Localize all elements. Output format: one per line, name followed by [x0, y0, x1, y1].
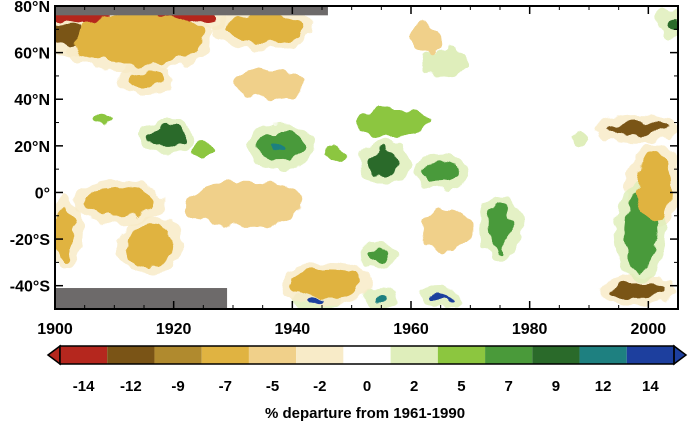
colorbar-label: -12	[120, 378, 142, 395]
anomaly-patch	[233, 71, 305, 100]
x-tick-label: 1980	[512, 321, 548, 338]
y-tick-label: 40°N	[14, 92, 50, 109]
colorbar-swatch	[343, 346, 391, 364]
x-tick-label: 1900	[37, 321, 73, 338]
x-tick-label: 1960	[393, 321, 429, 338]
colorbar-title: % departure from 1961-1990	[265, 405, 465, 422]
colorbar-swatch	[485, 346, 533, 364]
y-axis: 80°N 60°N 40°N 20°N 0° -20°S -40°S	[10, 0, 678, 296]
anomaly-patch	[357, 108, 429, 137]
anomaly-patch	[84, 187, 156, 216]
colorbar-label: -14	[73, 378, 95, 395]
colorbar-frame	[59, 345, 675, 365]
missing-region-arctic-early	[55, 6, 328, 16]
anomaly-patch	[185, 180, 305, 228]
anomaly-patch	[191, 143, 216, 158]
colorbar-label: -2	[313, 378, 326, 395]
missing-region-southern-early	[55, 288, 228, 309]
anomaly-patch	[422, 47, 471, 76]
anomaly-patch	[369, 148, 400, 177]
x-tick-label: 2000	[631, 321, 667, 338]
colorbar-label: 2	[410, 378, 418, 395]
plot-frame	[54, 5, 679, 310]
colorbar-label: 0	[363, 378, 371, 395]
anomaly-patch	[304, 297, 328, 305]
colorbar-label: 14	[642, 378, 659, 395]
anomaly-patch	[422, 162, 459, 181]
colorbar-label: 7	[505, 378, 513, 395]
anomaly-patch	[292, 269, 364, 298]
colorbar-label: -9	[171, 378, 184, 395]
anomaly-patch	[369, 248, 388, 263]
x-tick-label: 1920	[156, 321, 192, 338]
colorbar-swatch	[296, 346, 344, 364]
anomaly-patch	[606, 122, 667, 135]
anomaly-patch	[72, 12, 204, 65]
colorbar-swatch	[201, 346, 249, 364]
colorbar-swatch	[437, 346, 486, 364]
colorbar-label: 12	[595, 378, 612, 395]
anomaly-patch	[488, 204, 512, 251]
x-tick-label: 1940	[275, 321, 311, 338]
colorbar-label: -5	[266, 378, 279, 395]
colorbar-swatch	[248, 346, 297, 364]
anomaly-patch	[606, 283, 667, 298]
anomaly-patch	[571, 131, 589, 146]
anomaly-patch	[126, 225, 174, 268]
anomaly-patch	[55, 204, 73, 263]
anomaly-patch	[221, 15, 305, 41]
anomaly-patch	[411, 24, 441, 53]
anomaly-patch	[149, 127, 186, 146]
colorbar-swatch	[154, 346, 202, 364]
colorbar: -14 -12 -9 -7 -5 -2 0 2 5 7 9 12 14	[46, 344, 688, 395]
anomaly-patch	[428, 295, 453, 303]
anomaly-patch	[666, 17, 678, 30]
y-tick-label: 0°	[35, 185, 50, 202]
colorbar-label: 5	[457, 378, 465, 395]
anomaly-patch	[90, 113, 115, 125]
colorbar-swatch	[532, 346, 580, 364]
colorbar-arrow-left	[46, 344, 61, 366]
anomaly-patch	[636, 150, 673, 221]
anomaly-patch	[322, 148, 346, 160]
colorbar-swatch	[60, 346, 108, 364]
colorbar-arrow-right	[673, 344, 688, 366]
y-tick-label: -20°S	[10, 232, 51, 249]
anomaly-patch	[126, 71, 162, 88]
colorbar-swatch	[579, 346, 627, 364]
colorbar-label: -7	[219, 378, 232, 395]
colorbar-swatch	[626, 346, 674, 364]
colorbar-label: 9	[552, 378, 560, 395]
colorbar-swatch	[390, 346, 438, 364]
y-tick-label: 20°N	[14, 139, 50, 156]
missing-data-regions	[55, 6, 328, 309]
anomaly-patch	[375, 295, 388, 303]
x-axis: 1900 1920 1940 1960 1980 2000	[37, 6, 666, 338]
anomaly-patch	[422, 208, 471, 251]
anomaly-patch	[274, 143, 287, 151]
anomaly-field	[55, 6, 678, 309]
y-tick-label: -40°S	[10, 279, 51, 296]
colorbar-swatch	[107, 346, 155, 364]
y-tick-label: 60°N	[14, 46, 50, 63]
y-tick-label: 80°N	[14, 0, 50, 16]
